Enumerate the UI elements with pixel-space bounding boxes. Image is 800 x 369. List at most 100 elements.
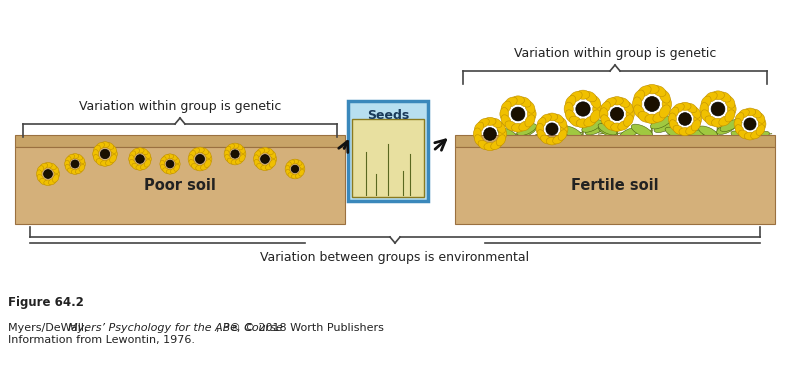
Ellipse shape <box>624 101 634 113</box>
Ellipse shape <box>733 131 750 142</box>
Ellipse shape <box>727 103 736 115</box>
Ellipse shape <box>130 159 136 167</box>
Ellipse shape <box>196 147 204 153</box>
Ellipse shape <box>235 144 242 150</box>
Ellipse shape <box>175 160 180 168</box>
Ellipse shape <box>541 135 551 144</box>
Ellipse shape <box>566 110 576 123</box>
FancyBboxPatch shape <box>15 147 345 224</box>
Ellipse shape <box>186 144 200 152</box>
Ellipse shape <box>686 130 705 141</box>
Ellipse shape <box>553 114 563 123</box>
Ellipse shape <box>582 120 602 132</box>
Ellipse shape <box>136 165 144 170</box>
Ellipse shape <box>361 142 366 146</box>
Ellipse shape <box>370 171 374 176</box>
Text: Poor soil: Poor soil <box>144 178 216 193</box>
Ellipse shape <box>295 173 302 178</box>
Ellipse shape <box>370 166 374 171</box>
Ellipse shape <box>562 126 582 138</box>
Text: Fertile soil: Fertile soil <box>571 178 659 193</box>
Ellipse shape <box>413 146 417 151</box>
Ellipse shape <box>77 155 88 161</box>
Ellipse shape <box>285 165 290 173</box>
Ellipse shape <box>505 121 518 131</box>
Text: Variation between groups is environmental: Variation between groups is environmenta… <box>261 251 530 264</box>
Ellipse shape <box>294 148 306 154</box>
Ellipse shape <box>91 154 104 162</box>
Circle shape <box>744 118 756 130</box>
Ellipse shape <box>474 135 484 146</box>
Ellipse shape <box>670 120 678 131</box>
Ellipse shape <box>673 125 684 135</box>
Ellipse shape <box>501 101 511 113</box>
Ellipse shape <box>254 159 261 167</box>
Ellipse shape <box>270 151 276 159</box>
Ellipse shape <box>731 131 748 142</box>
Ellipse shape <box>141 152 154 159</box>
Ellipse shape <box>517 125 537 137</box>
Ellipse shape <box>132 148 139 155</box>
Ellipse shape <box>537 130 546 141</box>
Ellipse shape <box>363 141 369 145</box>
FancyBboxPatch shape <box>455 135 775 147</box>
Ellipse shape <box>359 149 363 154</box>
Ellipse shape <box>201 158 214 166</box>
Ellipse shape <box>161 165 166 171</box>
Ellipse shape <box>505 97 518 107</box>
Ellipse shape <box>222 149 234 156</box>
Ellipse shape <box>406 163 410 168</box>
Ellipse shape <box>490 118 502 128</box>
Ellipse shape <box>701 96 711 108</box>
Ellipse shape <box>225 146 231 154</box>
Ellipse shape <box>700 103 709 115</box>
Ellipse shape <box>576 119 590 128</box>
Circle shape <box>511 107 525 121</box>
Ellipse shape <box>413 151 417 156</box>
Ellipse shape <box>619 128 638 139</box>
Ellipse shape <box>406 168 410 173</box>
Ellipse shape <box>576 90 590 99</box>
Ellipse shape <box>202 152 214 159</box>
Ellipse shape <box>270 159 276 167</box>
Ellipse shape <box>101 161 110 166</box>
Ellipse shape <box>385 145 391 149</box>
Ellipse shape <box>44 162 52 168</box>
Ellipse shape <box>535 134 552 145</box>
Ellipse shape <box>71 169 78 175</box>
Ellipse shape <box>382 133 388 138</box>
Ellipse shape <box>158 161 170 168</box>
Ellipse shape <box>227 144 234 150</box>
Ellipse shape <box>593 102 602 116</box>
Ellipse shape <box>298 169 304 176</box>
Ellipse shape <box>541 114 551 123</box>
Ellipse shape <box>40 179 47 185</box>
Ellipse shape <box>405 154 410 158</box>
Ellipse shape <box>291 174 298 179</box>
Ellipse shape <box>634 105 645 118</box>
Ellipse shape <box>546 137 558 145</box>
Ellipse shape <box>201 163 209 170</box>
Ellipse shape <box>410 154 415 158</box>
Ellipse shape <box>645 114 659 124</box>
Ellipse shape <box>752 131 770 142</box>
Ellipse shape <box>570 92 582 102</box>
Ellipse shape <box>654 120 675 132</box>
Ellipse shape <box>410 144 415 148</box>
Ellipse shape <box>744 132 756 140</box>
Circle shape <box>400 165 406 170</box>
Ellipse shape <box>159 155 170 161</box>
Ellipse shape <box>174 157 179 163</box>
Ellipse shape <box>266 158 279 165</box>
Ellipse shape <box>626 108 634 120</box>
Ellipse shape <box>81 160 86 168</box>
Ellipse shape <box>162 155 170 160</box>
Ellipse shape <box>492 135 510 146</box>
Ellipse shape <box>166 154 174 159</box>
Ellipse shape <box>378 166 382 171</box>
Ellipse shape <box>170 168 178 173</box>
Ellipse shape <box>679 102 691 110</box>
Ellipse shape <box>756 113 765 123</box>
Ellipse shape <box>66 165 71 172</box>
Ellipse shape <box>160 160 165 168</box>
